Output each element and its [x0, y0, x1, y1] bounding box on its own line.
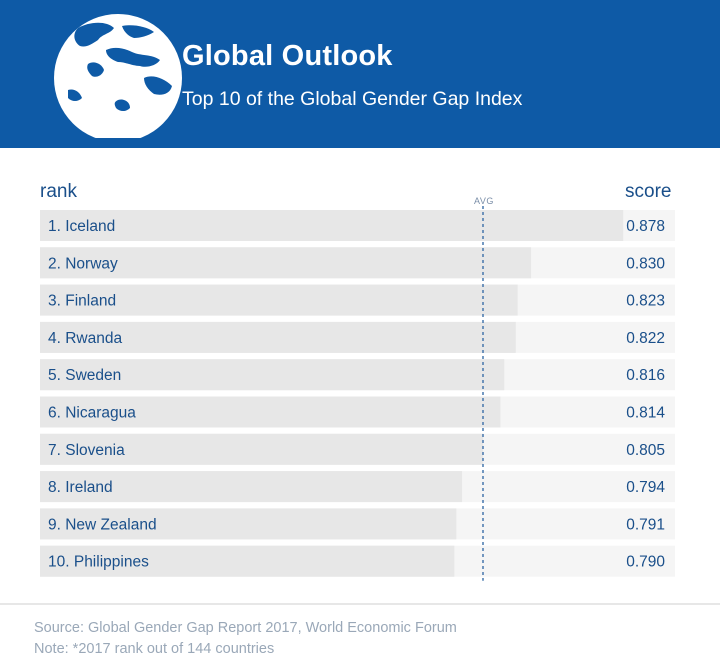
source-note: Source: Global Gender Gap Report 2017, W… — [34, 620, 457, 636]
category-label: 1. Iceland — [48, 218, 115, 235]
category-label: 5. Sweden — [48, 367, 121, 384]
bar — [40, 321, 516, 353]
value-label: 0.878 — [626, 218, 665, 235]
bar — [40, 508, 457, 540]
score-column-header: score — [625, 181, 672, 202]
bar — [40, 433, 484, 465]
value-label: 0.791 — [626, 516, 665, 533]
bar — [40, 247, 532, 279]
bar — [40, 359, 505, 391]
bar — [40, 210, 624, 241]
footer-divider — [0, 603, 720, 605]
average-label: AVG — [474, 196, 494, 206]
value-label: 0.822 — [626, 330, 665, 347]
bar — [40, 396, 501, 428]
globe-icon — [54, 14, 182, 138]
category-label: 4. Rwanda — [48, 330, 122, 347]
bar — [40, 545, 455, 577]
value-label: 0.805 — [626, 442, 665, 459]
value-label: 0.823 — [626, 293, 665, 310]
category-label: 2. Norway — [48, 255, 118, 272]
header-banner: Global Outlook Top 10 of the Global Gend… — [0, 0, 720, 148]
category-label: 9. New Zealand — [48, 516, 157, 533]
category-label: 8. Ireland — [48, 479, 113, 496]
value-label: 0.790 — [626, 554, 665, 571]
rank-column-header: rank — [40, 181, 77, 202]
category-label: 6. Nicaragua — [48, 405, 136, 422]
bar — [40, 284, 518, 316]
bar — [40, 471, 463, 503]
page-subtitle: Top 10 of the Global Gender Gap Index — [182, 88, 523, 110]
category-label: 7. Slovenia — [48, 442, 125, 459]
page-title: Global Outlook — [182, 40, 393, 72]
value-label: 0.816 — [626, 367, 665, 384]
value-label: 0.794 — [626, 479, 665, 496]
value-label: 0.830 — [626, 255, 665, 272]
category-label: 10. Philippines — [48, 554, 149, 571]
footnote: Note: *2017 rank out of 144 countries — [34, 641, 275, 657]
category-label: 3. Finland — [48, 293, 116, 310]
value-label: 0.814 — [626, 405, 665, 422]
